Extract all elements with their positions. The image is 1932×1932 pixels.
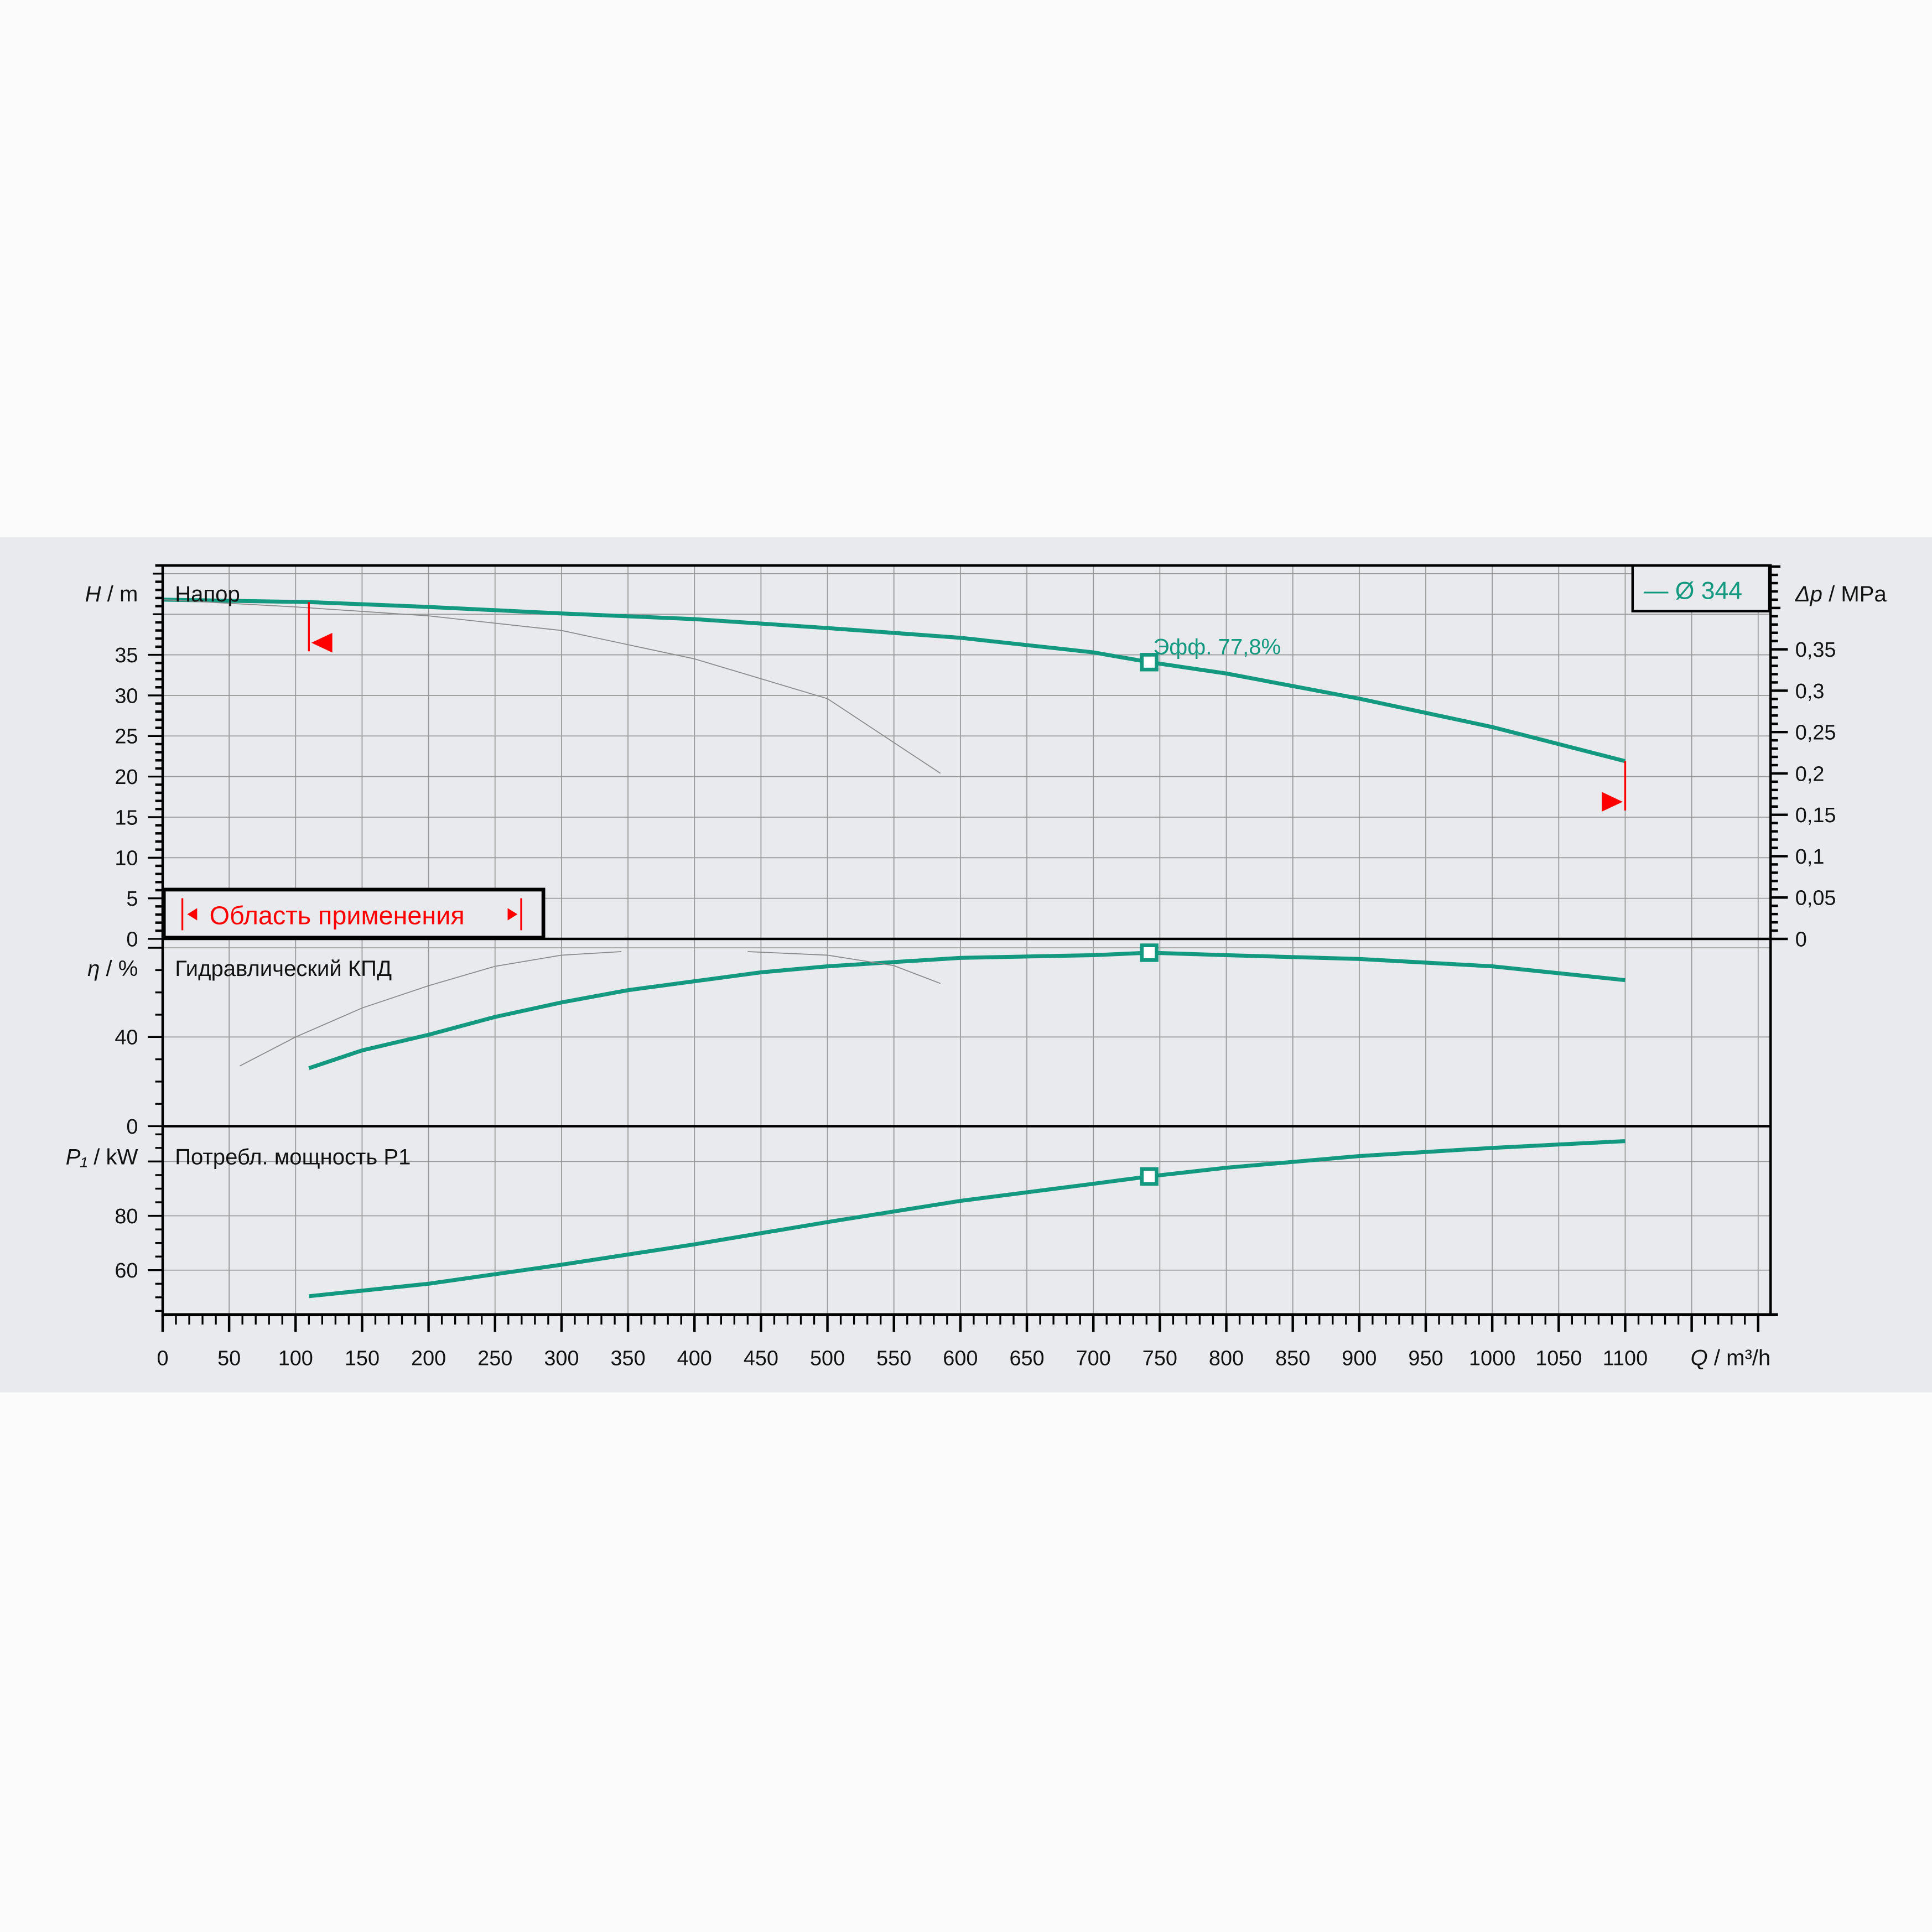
x-tick-label: 350: [611, 1347, 646, 1370]
efficiency-axis-symbol: η: [87, 957, 100, 981]
head-reference-curve: [162, 599, 941, 774]
min-flow-arrow-icon: [311, 632, 333, 653]
ticks: 0510152025303500,050,10,150,20,250,30,35…: [115, 564, 1836, 1370]
max-flow-arrow-icon: [1602, 792, 1623, 812]
power-panel-title: Потребл. мощность P1: [175, 1145, 411, 1170]
power-axis-unit: / kW: [87, 1145, 138, 1170]
x-tick-label: 250: [477, 1347, 512, 1370]
head-axis-label: H / m: [85, 582, 138, 606]
efficiency-tick-label: 0: [126, 1115, 138, 1139]
pressure-tick-label: 0,3: [1795, 680, 1825, 703]
x-axis-label: Q / m³/h: [1691, 1346, 1771, 1370]
power-tick-label: 80: [115, 1205, 138, 1228]
efficiency-axis-unit: / %: [100, 957, 138, 981]
legend: — Ø 344: [1631, 564, 1771, 612]
legend-label: — Ø 344: [1644, 577, 1742, 604]
x-tick-label: 150: [345, 1347, 380, 1370]
application-range-frame: [162, 887, 546, 940]
chart-band: [0, 537, 1932, 1393]
x-tick-label: 1050: [1535, 1347, 1582, 1370]
x-tick-label: 600: [943, 1347, 978, 1370]
head-axis-symbol: H: [85, 582, 101, 606]
head-tick-label: 0: [126, 928, 138, 951]
pressure-axis-unit: / MPa: [1822, 582, 1887, 606]
x-tick-label: 0: [157, 1347, 168, 1370]
pressure-tick-label: 0,05: [1795, 887, 1836, 910]
duty-point-label: Эфф. 77,8%: [1154, 635, 1281, 659]
efficiency-panel-title: Гидравлический КПД: [175, 957, 392, 981]
power-duty-point-marker: [1140, 1167, 1159, 1186]
x-tick-label: 100: [278, 1347, 313, 1370]
efficiency-tick-label: 40: [115, 1026, 138, 1050]
efficiency-reference-curve: [747, 951, 941, 984]
x-tick-label: 200: [411, 1347, 446, 1370]
application-range-box: Область применения: [162, 887, 546, 940]
power-axis-symbol: P₁: [66, 1145, 87, 1170]
x-axis-symbol: Q: [1691, 1346, 1708, 1370]
pressure-axis-symbol: Δp: [1795, 582, 1822, 606]
pressure-axis-label: Δp / MPa: [1795, 582, 1887, 606]
x-tick-label: 950: [1408, 1347, 1443, 1370]
head-tick-label: 15: [115, 806, 138, 829]
pressure-tick-label: 0: [1795, 928, 1807, 951]
range-left-arrow-icon: [187, 908, 198, 921]
x-tick-label: 1000: [1469, 1347, 1515, 1370]
head-tick-label: 35: [115, 644, 138, 667]
x-tick-label: 650: [1009, 1347, 1044, 1370]
pressure-tick-label: 0,15: [1795, 804, 1836, 827]
power-tick-label: 60: [115, 1259, 138, 1282]
head-tick-label: 5: [126, 887, 138, 911]
head-tick-label: 10: [115, 847, 138, 870]
pressure-tick-label: 0,1: [1795, 845, 1825, 869]
head-tick-label: 20: [115, 766, 138, 789]
x-tick-label: 700: [1076, 1347, 1111, 1370]
x-tick-label: 450: [744, 1347, 778, 1370]
efficiency-axis-label: η / %: [87, 957, 138, 981]
x-tick-label: 900: [1342, 1347, 1377, 1370]
curves: [162, 598, 1627, 1299]
x-tick-label: 550: [876, 1347, 911, 1370]
power-axis-label: P₁ / kW: [66, 1145, 138, 1170]
efficiency-duty-point-marker: [1140, 943, 1159, 962]
x-tick-label: 300: [544, 1347, 579, 1370]
x-tick-label: 750: [1142, 1347, 1177, 1370]
efficiency-reference-curve: [239, 951, 622, 1067]
x-tick-label: 1100: [1603, 1347, 1648, 1370]
x-tick-label: 500: [810, 1347, 845, 1370]
pressure-tick-label: 0,35: [1795, 638, 1836, 662]
head-duty-point-marker: [1140, 653, 1159, 672]
head-axis-unit: / m: [101, 582, 138, 606]
head-tick-label: 30: [115, 684, 138, 708]
pressure-tick-label: 0,2: [1795, 762, 1825, 786]
power-curve: [308, 1139, 1625, 1299]
head-curve: [162, 598, 1626, 764]
pressure-tick-label: 0,25: [1795, 721, 1836, 745]
legend-box: [1631, 564, 1771, 612]
x-tick-label: 800: [1209, 1347, 1244, 1370]
efficiency-curve: [308, 951, 1625, 1071]
range-right-arrow-icon: [507, 908, 518, 921]
x-tick-label: 850: [1275, 1347, 1310, 1370]
x-axis-unit: / m³/h: [1708, 1346, 1771, 1370]
head-panel-title: Напор: [175, 582, 240, 606]
head-tick-label: 25: [115, 725, 138, 749]
x-tick-label: 50: [217, 1347, 241, 1370]
x-tick-label: 400: [677, 1347, 712, 1370]
application-range-label: Область применения: [210, 901, 465, 929]
